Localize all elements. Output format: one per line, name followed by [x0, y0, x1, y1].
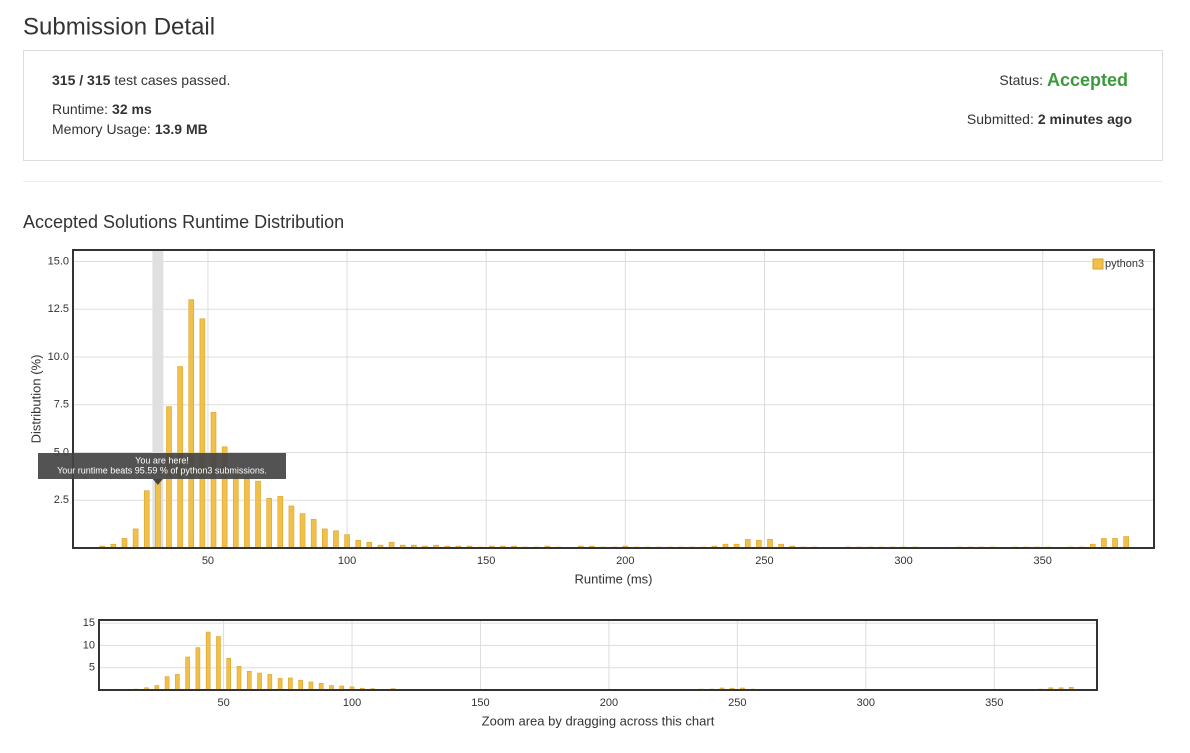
x-tick-label: 350 [985, 697, 1003, 709]
bar [175, 674, 179, 690]
bar [345, 535, 350, 548]
runtime-value: 32 ms [112, 101, 152, 117]
tooltip-title: You are here! [135, 455, 189, 465]
x-tick-label: 150 [471, 697, 489, 709]
x-tick-label: 100 [338, 555, 356, 567]
y-tick-label: 15 [83, 617, 95, 629]
x-axis-label: Zoom area by dragging across this chart [482, 713, 715, 728]
x-tick-label: 150 [477, 555, 495, 567]
y-tick-label: 10 [83, 639, 95, 651]
bar [122, 538, 127, 548]
x-tick-label: 100 [343, 697, 361, 709]
bar [768, 539, 773, 548]
bar [289, 506, 294, 548]
bar [745, 539, 750, 548]
page-title: Submission Detail [23, 13, 215, 40]
y-tick-label: 7.5 [54, 399, 69, 411]
bar [144, 491, 149, 548]
bar [356, 540, 361, 548]
bar [155, 481, 160, 548]
x-tick-label: 200 [600, 697, 618, 709]
submitted-label: Submitted: [967, 111, 1034, 127]
bar [200, 319, 205, 548]
runtime: Runtime:32 ms [52, 101, 152, 117]
x-tick-label: 300 [894, 555, 912, 567]
status: Status:Accepted [999, 70, 1128, 90]
bar [268, 674, 272, 690]
bar [133, 529, 138, 548]
bar [186, 657, 190, 690]
bar [333, 531, 338, 548]
x-tick-label: 50 [217, 697, 229, 709]
bar [1101, 538, 1106, 548]
section-title: Accepted Solutions Runtime Distribution [23, 212, 344, 232]
bar [196, 648, 200, 690]
y-tick-label: 10.0 [48, 351, 69, 363]
memory-value: 13.9 MB [155, 121, 208, 137]
x-tick-label: 50 [202, 555, 214, 567]
bar [278, 678, 282, 690]
bar [216, 636, 220, 690]
bar [189, 300, 194, 548]
bar [256, 481, 261, 548]
y-tick-label: 5 [89, 662, 95, 674]
x-tick-label: 350 [1034, 555, 1052, 567]
bar [311, 519, 316, 548]
bar [258, 673, 262, 690]
y-tick-label: 2.5 [54, 494, 69, 506]
bar [300, 514, 305, 548]
x-tick-label: 250 [755, 555, 773, 567]
bar [756, 540, 761, 548]
submitted: Submitted:2 minutes ago [967, 111, 1132, 127]
submitted-value: 2 minutes ago [1038, 111, 1132, 127]
legend-swatch [1093, 259, 1103, 269]
bar [319, 683, 323, 690]
status-value: Accepted [1047, 70, 1128, 90]
bar [309, 682, 313, 690]
bar [267, 498, 272, 548]
memory: Memory Usage:13.9 MB [52, 121, 208, 137]
bar [288, 678, 292, 690]
bar [244, 475, 249, 548]
passed-count: 315 / 315 [52, 72, 111, 88]
runtime-label: Runtime: [52, 101, 108, 117]
bar [233, 468, 238, 548]
bar [278, 496, 283, 548]
y-tick-label: 12.5 [48, 303, 69, 315]
bar [237, 666, 241, 690]
summary-box [24, 51, 1163, 161]
memory-label: Memory Usage: [52, 121, 151, 137]
bar [1113, 538, 1118, 548]
passed-text: test cases passed. [114, 72, 230, 88]
legend-label: python3 [1105, 258, 1144, 270]
bar [299, 680, 303, 690]
status-label: Status: [999, 72, 1043, 88]
bar [247, 671, 251, 690]
y-tick-label: 15.0 [48, 255, 69, 267]
tooltip-text: Your runtime beats 95.59 % of python3 su… [57, 465, 267, 475]
bar [1124, 537, 1129, 548]
x-tick-label: 250 [728, 697, 746, 709]
y-axis-label: Distribution (%) [28, 355, 43, 444]
bar [227, 658, 231, 690]
bar [206, 632, 210, 690]
x-tick-label: 300 [857, 697, 875, 709]
bar [322, 529, 327, 548]
bar [165, 677, 169, 690]
x-axis-label: Runtime (ms) [574, 571, 652, 586]
bar [211, 412, 216, 548]
x-tick-label: 200 [616, 555, 634, 567]
